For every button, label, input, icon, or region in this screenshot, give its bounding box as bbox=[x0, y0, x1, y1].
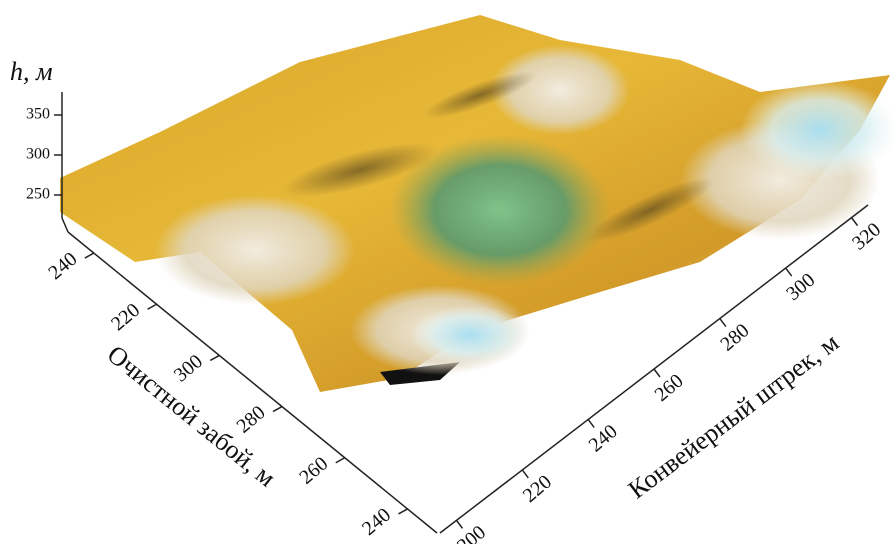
y-tick bbox=[522, 470, 528, 478]
z-tick-label: 250 bbox=[26, 186, 50, 203]
x-tick bbox=[148, 304, 157, 309]
x-tick bbox=[273, 407, 282, 412]
x-tick bbox=[336, 458, 345, 463]
y-tick-label: 260 bbox=[651, 370, 688, 406]
surface-low bbox=[740, 80, 896, 180]
y-tick bbox=[654, 369, 660, 377]
x-tick bbox=[398, 509, 407, 514]
y-tick-label: 320 bbox=[848, 218, 885, 254]
z-tick-label: 300 bbox=[26, 146, 50, 163]
y-tick-label: 200 bbox=[453, 521, 490, 544]
z-axis-title: h, м bbox=[10, 57, 53, 86]
chart: h, м Очистной забой, м Конвейерный штрек… bbox=[0, 0, 896, 544]
page: h, м Очистной забой, м Конвейерный штрек… bbox=[0, 0, 896, 544]
surface bbox=[60, 15, 896, 392]
x-tick bbox=[210, 355, 219, 360]
x-tick-label: 260 bbox=[295, 453, 332, 489]
y-tick-label: 240 bbox=[585, 420, 622, 456]
x-tick-label: 240 bbox=[358, 504, 395, 540]
y-tick bbox=[456, 520, 462, 528]
x-tick bbox=[85, 253, 94, 258]
z-axis-foot bbox=[62, 218, 68, 232]
x-tick-label: 220 bbox=[107, 299, 144, 335]
y-tick-label: 280 bbox=[716, 319, 753, 355]
y-tick bbox=[588, 419, 594, 427]
surface-low bbox=[410, 305, 530, 365]
y-axis-title: Конвейерный штрек, м bbox=[623, 328, 844, 505]
z-tick-label: 350 bbox=[26, 106, 50, 123]
surface-peak bbox=[155, 195, 355, 305]
x-tick-label: 280 bbox=[233, 401, 270, 437]
y-tick bbox=[786, 268, 792, 276]
y-tick-label: 220 bbox=[519, 471, 556, 507]
x-tick-label: 240 bbox=[44, 248, 81, 284]
y-tick-label: 300 bbox=[782, 269, 819, 305]
x-tick-label: 300 bbox=[170, 350, 207, 386]
y-tick bbox=[720, 319, 726, 327]
